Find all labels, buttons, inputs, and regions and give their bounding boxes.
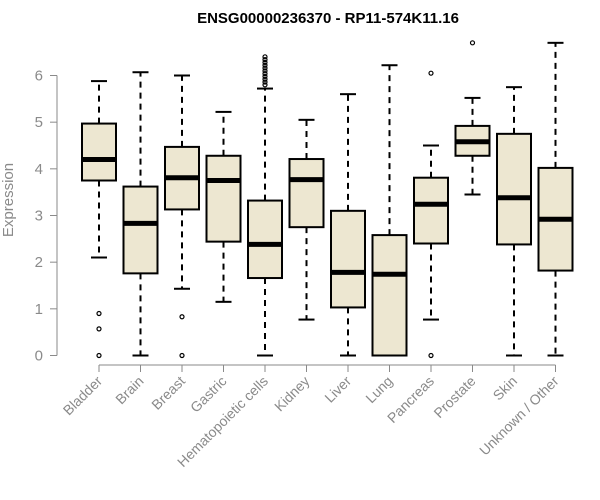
- outlier-point: [262, 62, 268, 68]
- box-gastric: [205, 110, 242, 303]
- outlier-point: [262, 76, 268, 82]
- outlier-point: [96, 352, 102, 359]
- outlier-point: [262, 71, 268, 77]
- y-tick-label: 0: [35, 348, 43, 365]
- y-axis: 0 1 2 3 4 5 6: [35, 68, 58, 365]
- box-pancreas: [413, 70, 449, 359]
- box-lung: [371, 64, 408, 357]
- iqr-box: [288, 158, 325, 229]
- iqr-box: [413, 176, 449, 245]
- x-tick-label: Bladder: [60, 373, 106, 419]
- iqr-box: [371, 234, 408, 357]
- box-liver: [330, 93, 366, 357]
- y-tick-label: 4: [35, 161, 43, 178]
- x-tick-label: Skin: [490, 373, 521, 404]
- box-skin: [496, 86, 532, 357]
- outlier-point: [469, 40, 476, 46]
- box-group: [81, 40, 574, 359]
- chart-title: ENSG00000236370 - RP11-574K11.16: [197, 10, 459, 27]
- box-breast: [164, 74, 200, 359]
- box-brain: [122, 71, 159, 357]
- box-unknown-other: [537, 41, 574, 357]
- y-tick-label: 2: [35, 254, 43, 271]
- iqr-box: [81, 122, 117, 182]
- iqr-box: [330, 209, 366, 309]
- outlier-point: [428, 352, 434, 359]
- outlier-point: [262, 54, 268, 60]
- y-tick-label: 3: [35, 208, 43, 225]
- outlier-point: [96, 310, 102, 317]
- x-tick-label: Prostate: [430, 373, 478, 421]
- iqr-box: [122, 185, 159, 275]
- box-bladder: [81, 80, 117, 359]
- x-tick-label: Lung: [362, 373, 395, 406]
- outlier-point: [179, 352, 185, 359]
- outlier-point: [262, 65, 268, 71]
- outlier-point: [262, 59, 268, 66]
- x-tick-label: Kidney: [271, 373, 313, 415]
- iqr-box: [247, 199, 283, 280]
- x-tick-label: Breast: [148, 373, 188, 413]
- outlier-point: [262, 73, 268, 80]
- outlier-point: [262, 79, 268, 85]
- outlier-point: [262, 57, 268, 63]
- x-tick-label: Brain: [112, 373, 146, 407]
- box-hematopoietic-cells: [247, 54, 283, 357]
- y-axis-label: Expression: [0, 163, 17, 237]
- outlier-point: [262, 68, 268, 74]
- box-prostate: [454, 40, 491, 196]
- outlier-point: [179, 314, 185, 320]
- y-tick-label: 6: [35, 68, 43, 85]
- x-tick-label: Liver: [321, 373, 354, 406]
- x-tick-label: Unknown / Other: [476, 373, 562, 459]
- box-kidney: [288, 118, 325, 321]
- outlier-point: [262, 82, 268, 88]
- y-tick-label: 1: [35, 301, 43, 318]
- outlier-point: [428, 70, 434, 76]
- outlier-point: [96, 326, 102, 332]
- y-tick-label: 5: [35, 114, 43, 131]
- iqr-box: [205, 154, 242, 243]
- iqr-box: [496, 132, 532, 246]
